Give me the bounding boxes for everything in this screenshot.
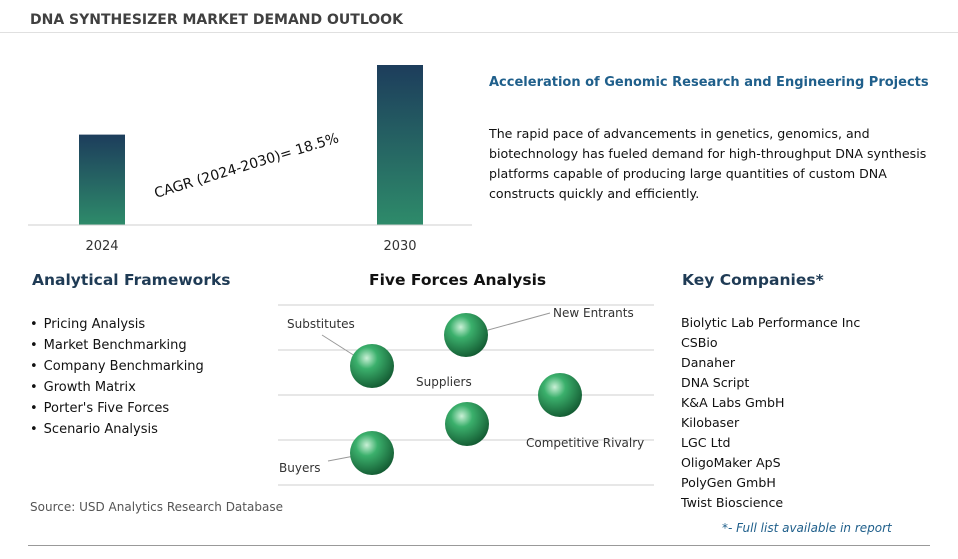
list-item: Growth Matrix (30, 377, 204, 398)
competitive-rivalry-label: Competitive Rivalry (526, 436, 644, 450)
list-item: LGC Ltd (681, 435, 731, 450)
footnote: *- Full list available in report (722, 521, 892, 535)
companies-title: Key Companies* (682, 271, 824, 289)
list-item: Kilobaser (681, 415, 740, 430)
list-item: K&A Labs GmbH (681, 395, 785, 410)
buyers-sphere (350, 431, 394, 475)
buyers-label: Buyers (279, 461, 321, 475)
list-item: Twist Bioscience (681, 495, 784, 510)
list-item: Biolytic Lab Performance Inc (681, 315, 861, 330)
bar-2030 (377, 65, 423, 225)
insight-body: The rapid pace of advancements in geneti… (489, 126, 927, 201)
x-tick-label: 2024 (85, 239, 118, 254)
substitutes-label: Substitutes (287, 317, 355, 331)
page-title: DNA SYNTHESIZER MARKET DEMAND OUTLOOK (30, 12, 403, 28)
market-chart: 2024 2030 CAGR (2024-2030)= 18.5% (28, 65, 472, 254)
list-item: OligoMaker ApS (681, 455, 781, 470)
title-divider (0, 32, 958, 33)
competitive-rivalry-sphere (538, 373, 582, 417)
list-item: CSBio (681, 335, 718, 350)
list-item: Scenario Analysis (30, 419, 204, 440)
five-forces-diagram: Substitutes New Entrants Suppliers Compe… (278, 304, 654, 486)
source-note: Source: USD Analytics Research Database (30, 500, 283, 514)
companies-list: Biolytic Lab Performance Inc CSBio Danah… (681, 313, 860, 513)
frameworks-title: Analytical Frameworks (32, 271, 231, 289)
list-item: DNA Script (681, 375, 750, 390)
new-entrants-sphere (444, 313, 488, 357)
new-entrants-label: New Entrants (553, 306, 634, 320)
suppliers-label: Suppliers (416, 375, 472, 389)
bottom-divider (28, 545, 930, 546)
list-item: Danaher (681, 355, 736, 370)
forces-title: Five Forces Analysis (369, 271, 547, 289)
substitutes-sphere (350, 344, 394, 388)
list-item: PolyGen GmbH (681, 475, 776, 490)
bar-2024 (79, 134, 125, 225)
list-item: Market Benchmarking (30, 335, 204, 356)
cagr-annotation: CAGR (2024-2030)= 18.5% (152, 130, 340, 201)
suppliers-sphere (445, 402, 489, 446)
x-tick-label: 2030 (383, 239, 416, 254)
insight-title: Acceleration of Genomic Research and Eng… (489, 75, 929, 90)
list-item: Porter's Five Forces (30, 398, 204, 419)
list-item: Company Benchmarking (30, 356, 204, 377)
frameworks-list: Pricing Analysis Market Benchmarking Com… (30, 314, 204, 440)
list-item: Pricing Analysis (30, 314, 204, 335)
